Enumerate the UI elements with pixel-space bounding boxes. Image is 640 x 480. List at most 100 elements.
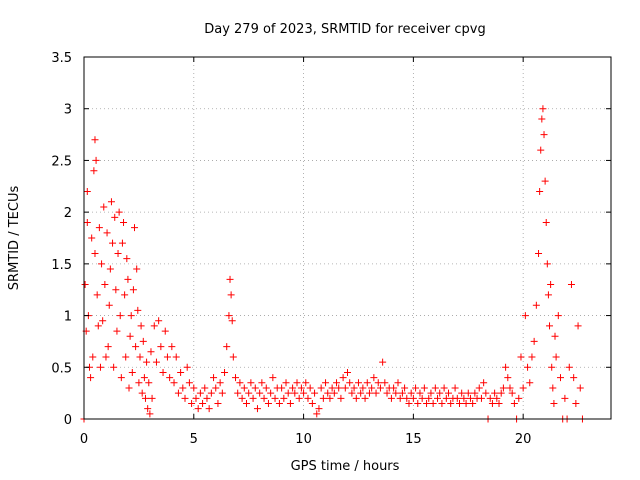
data-point xyxy=(504,374,512,382)
data-points xyxy=(80,105,586,423)
data-point xyxy=(278,384,286,392)
data-point xyxy=(549,384,557,392)
data-point xyxy=(394,379,402,387)
data-point xyxy=(83,187,91,195)
data-point xyxy=(451,384,459,392)
data-point xyxy=(429,399,437,407)
data-point xyxy=(134,306,142,314)
data-point xyxy=(390,384,398,392)
data-point xyxy=(192,394,200,402)
data-point xyxy=(381,379,389,387)
data-point xyxy=(409,394,417,402)
data-point xyxy=(551,332,559,340)
data-point xyxy=(540,131,548,139)
y-tick-label: 1.5 xyxy=(51,258,72,273)
data-point xyxy=(168,343,176,351)
data-point xyxy=(88,234,96,242)
data-point xyxy=(392,389,400,397)
data-point xyxy=(455,399,463,407)
data-point xyxy=(412,384,420,392)
data-point xyxy=(339,374,347,382)
data-point xyxy=(326,394,334,402)
data-point xyxy=(341,384,349,392)
data-point xyxy=(464,389,472,397)
data-point xyxy=(105,301,113,309)
y-tick-label: 0.5 xyxy=(51,361,72,376)
data-point xyxy=(92,156,100,164)
data-point xyxy=(416,389,424,397)
data-point xyxy=(346,379,354,387)
data-point xyxy=(95,224,103,232)
data-point xyxy=(106,265,114,273)
data-point xyxy=(530,337,538,345)
data-point xyxy=(297,384,305,392)
data-point xyxy=(129,286,137,294)
data-point xyxy=(335,384,343,392)
data-point xyxy=(538,115,546,123)
data-point xyxy=(434,394,442,402)
data-point xyxy=(91,250,99,258)
data-point xyxy=(374,379,382,387)
data-point xyxy=(515,394,523,402)
data-point xyxy=(89,353,97,361)
data-point xyxy=(251,384,259,392)
data-point xyxy=(240,384,248,392)
data-point xyxy=(228,317,236,325)
data-point xyxy=(403,394,411,402)
data-point xyxy=(127,312,135,320)
data-point xyxy=(414,399,422,407)
data-point xyxy=(543,260,551,268)
data-point xyxy=(372,389,380,397)
data-point xyxy=(107,198,115,206)
data-point xyxy=(460,394,468,402)
data-point xyxy=(214,399,222,407)
data-point xyxy=(313,410,321,418)
data-point xyxy=(293,379,301,387)
x-tick-label: 0 xyxy=(80,432,88,447)
data-point xyxy=(236,379,244,387)
data-point xyxy=(194,405,202,413)
data-point xyxy=(438,399,446,407)
data-point xyxy=(101,281,109,289)
data-point xyxy=(99,317,107,325)
data-point xyxy=(256,389,264,397)
data-point xyxy=(357,389,365,397)
x-tick-label: 5 xyxy=(190,432,198,447)
data-point xyxy=(453,394,461,402)
data-point xyxy=(201,384,209,392)
data-point xyxy=(497,389,505,397)
data-point xyxy=(121,291,129,299)
data-point xyxy=(442,394,450,402)
data-point xyxy=(145,379,153,387)
data-point xyxy=(234,389,242,397)
data-point xyxy=(163,353,171,361)
data-point xyxy=(117,374,125,382)
data-point xyxy=(120,218,128,226)
data-point xyxy=(462,399,470,407)
data-point xyxy=(100,203,108,211)
data-point xyxy=(112,286,120,294)
chart-title: Day 279 of 2023, SRMTID for receiver cpv… xyxy=(204,22,486,37)
data-point xyxy=(544,291,552,299)
data-point xyxy=(271,394,279,402)
data-point xyxy=(379,358,387,366)
data-point xyxy=(519,384,527,392)
data-point xyxy=(136,353,144,361)
data-point xyxy=(253,405,261,413)
data-point xyxy=(376,384,384,392)
data-point xyxy=(328,384,336,392)
data-point xyxy=(337,394,345,402)
data-point xyxy=(114,250,122,258)
y-tick-label: 2.5 xyxy=(51,154,72,169)
data-point xyxy=(574,322,582,330)
grid-lines xyxy=(84,57,611,419)
data-point xyxy=(159,368,167,376)
data-point xyxy=(517,353,525,361)
data-point xyxy=(124,275,132,283)
data-point xyxy=(131,224,139,232)
data-point xyxy=(218,389,226,397)
data-point xyxy=(221,368,229,376)
data-point xyxy=(267,389,275,397)
data-point xyxy=(118,239,126,247)
